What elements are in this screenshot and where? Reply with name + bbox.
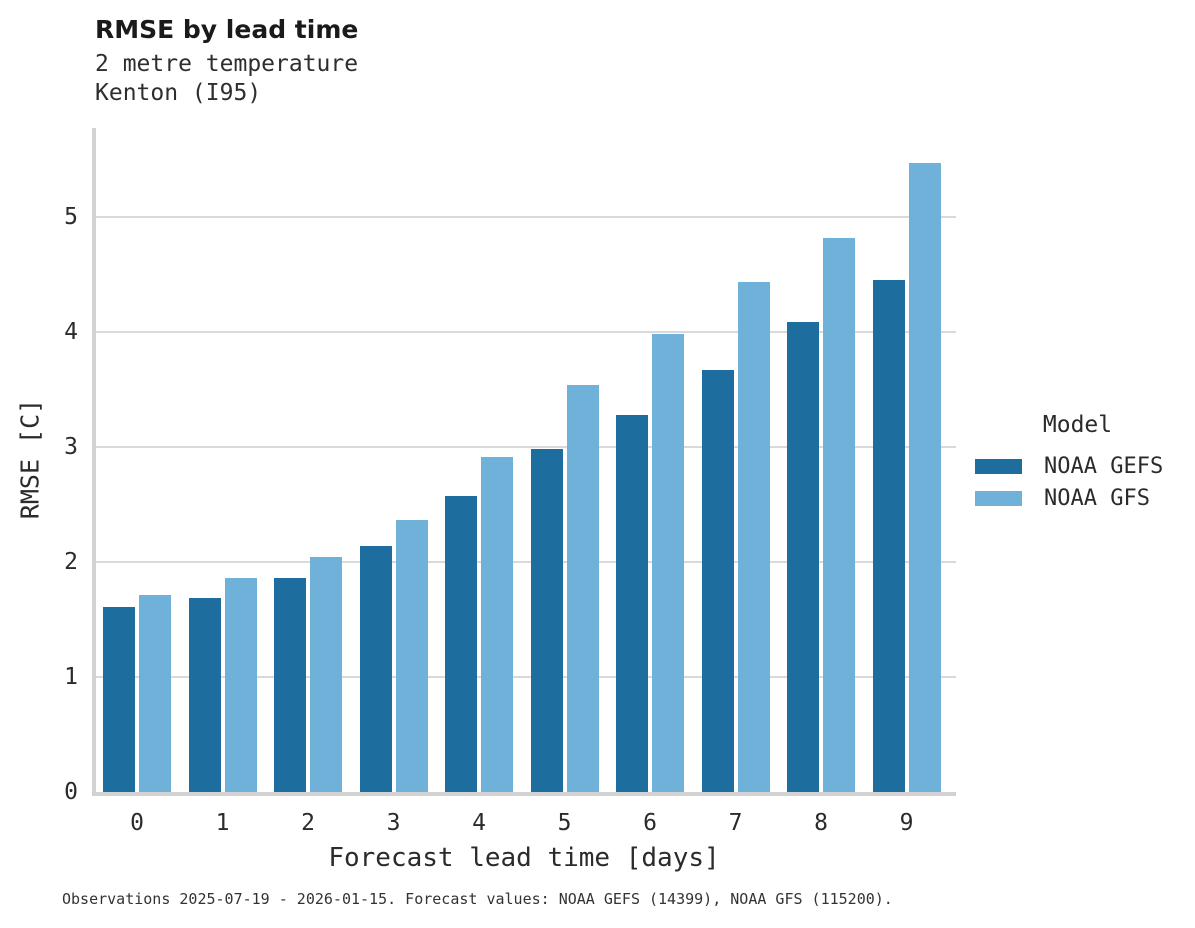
gridline-y-3 <box>96 445 956 448</box>
bar-noaa-gefs-lead-5 <box>530 449 563 792</box>
footer-caption: Observations 2025-07-19 - 2026-01-15. Fo… <box>62 890 893 908</box>
chart-title: RMSE by lead time <box>95 15 359 44</box>
x-tick-label-5: 5 <box>557 810 572 836</box>
x-tick-label-8: 8 <box>814 810 828 836</box>
bar-noaa-gefs-lead-2 <box>274 578 306 792</box>
bar-noaa-gefs-lead-3 <box>359 546 392 792</box>
bar-noaa-gefs-lead-7 <box>701 370 734 792</box>
legend-swatch-gfs-icon <box>975 490 1022 506</box>
plot-area: 0 1 2 3 4 5 0 1 2 3 4 5 6 7 8 9 <box>64 128 956 836</box>
gridline-y-5 <box>96 215 956 218</box>
legend-label-gefs: NOAA GEFS <box>1044 453 1164 479</box>
legend-item-noaa-gefs: NOAA GEFS <box>975 450 1180 482</box>
bar-noaa-gefs-lead-8 <box>787 322 819 792</box>
x-axis-label: Forecast lead time [days] <box>328 843 720 873</box>
bar-noaa-gefs-lead-4 <box>445 496 477 792</box>
legend-label-gfs: NOAA GFS <box>1044 485 1150 511</box>
x-tick-label-1: 1 <box>215 810 230 836</box>
y-tick-label-5: 5 <box>64 203 78 230</box>
bar-noaa-gfs-lead-6 <box>652 334 684 792</box>
y-tick-label-4: 4 <box>64 318 78 345</box>
y-tick-label-1: 1 <box>64 663 78 690</box>
bar-noaa-gfs-lead-4 <box>481 457 513 792</box>
x-tick-label-0: 0 <box>130 810 144 836</box>
gridline-y-1 <box>96 675 956 678</box>
bar-noaa-gefs-lead-9 <box>872 280 905 792</box>
bar-noaa-gefs-lead-1 <box>188 598 221 792</box>
y-tick-label-2: 2 <box>64 548 78 575</box>
bar-noaa-gfs-lead-7 <box>737 282 770 792</box>
bar-noaa-gfs-lead-1 <box>224 578 257 792</box>
bar-noaa-gfs-lead-9 <box>908 163 941 792</box>
x-tick-label-2: 2 <box>301 810 315 836</box>
legend-item-noaa-gfs: NOAA GFS <box>975 482 1180 514</box>
legend-title: Model <box>1042 412 1113 438</box>
gridline-y-4 <box>96 330 956 333</box>
chart-subtitle-station: Kenton (I95) <box>95 80 262 106</box>
bar-noaa-gfs-lead-5 <box>566 385 599 792</box>
bar-noaa-gfs-lead-3 <box>395 520 428 792</box>
x-tick-label-4: 4 <box>472 810 486 836</box>
chart-subtitle-variable: 2 metre temperature <box>95 51 359 77</box>
bar-noaa-gfs-lead-0 <box>139 595 171 792</box>
gridline-y-2 <box>96 560 956 563</box>
y-tick-label-0: 0 <box>64 779 78 805</box>
bar-noaa-gefs-lead-6 <box>616 415 648 792</box>
x-tick-label-9: 9 <box>899 810 914 836</box>
legend: Model NOAA GEFS NOAA GFS <box>975 410 1180 514</box>
bar-noaa-gfs-lead-8 <box>823 238 855 792</box>
x-tick-label-3: 3 <box>386 810 401 836</box>
x-tick-label-7: 7 <box>728 810 743 836</box>
bar-noaa-gfs-lead-2 <box>310 557 342 792</box>
x-tick-label-6: 6 <box>643 810 657 836</box>
y-tick-label-3: 3 <box>64 433 78 460</box>
legend-swatch-gefs-icon <box>975 458 1022 474</box>
bar-noaa-gefs-lead-0 <box>103 607 135 792</box>
